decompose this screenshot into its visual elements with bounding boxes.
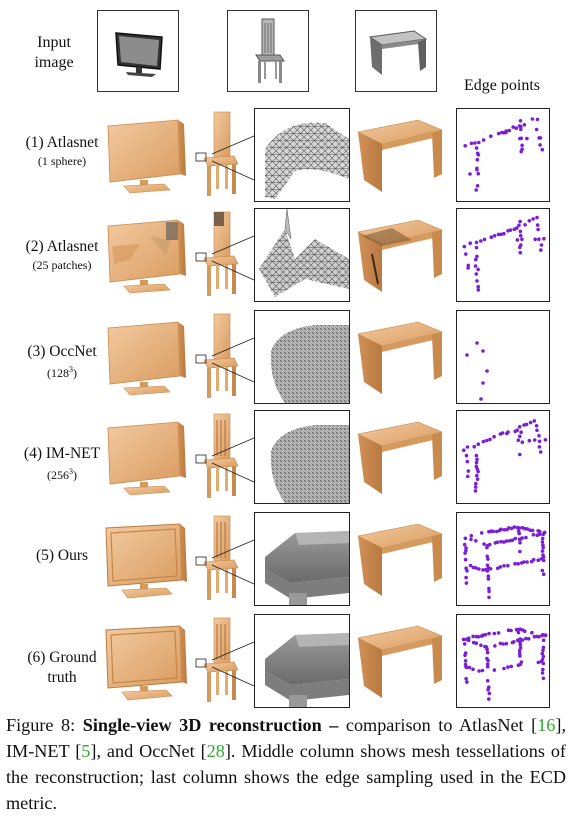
desk-render-row-1 [352, 114, 450, 198]
citation-occnet[interactable]: 28 [206, 741, 225, 761]
zoom-connector-row-4 [200, 410, 256, 502]
row-4-subtitle: (2563) [47, 467, 77, 482]
edge-points-row-2 [456, 208, 550, 302]
chair-render-row-2 [194, 208, 246, 300]
zoom-connector-row-5 [200, 512, 256, 604]
input-image-monitor [97, 10, 179, 92]
chair-render-row-3 [194, 310, 246, 402]
caption-text-4: ]. Middle column shows mesh tessellation… [6, 741, 566, 813]
input-label-line2: image [34, 54, 74, 71]
row-6-title-line2: truth [47, 669, 77, 686]
zoom-connector-row-1 [200, 108, 256, 200]
figure-caption: Figure 8: Single-view 3D reconstruction … [6, 712, 566, 816]
input-image-label: Input image [16, 33, 92, 73]
edge-points-row-3 [456, 310, 550, 404]
caption-figure-number: Figure 8: [6, 715, 83, 735]
mesh-zoom-row-6 [254, 614, 350, 708]
row-1-title: (1) Atlasnet [25, 134, 99, 151]
row-3-subtitle: (1283) [47, 365, 77, 380]
caption-text-2: ], IM-NET [ [6, 715, 566, 761]
input-label-line1: Input [37, 34, 71, 51]
caption-bold-title: Single-view 3D reconstruction – [82, 715, 339, 735]
row-label-ground-truth: (6) Ground truth [6, 648, 118, 688]
chair-render-row-4 [194, 410, 246, 502]
caption-text-1: comparison to AtlasNet [ [338, 715, 538, 735]
monitor-render-row-2 [100, 216, 190, 300]
zoom-connector-row-3 [200, 310, 256, 402]
mesh-zoom-row-4 [254, 410, 350, 504]
zoom-connector-row-6 [200, 614, 256, 706]
input-image-chair [227, 10, 309, 92]
row-6-title-line1: (6) Ground [27, 649, 97, 666]
edge-points-header: Edge points [464, 77, 540, 94]
input-image-desk [355, 10, 437, 92]
desk-render-row-3 [352, 316, 450, 400]
row-label-ours: (5) Ours [6, 546, 118, 566]
desk-render-row-2 [352, 214, 450, 298]
monitor-render-row-5 [100, 520, 190, 604]
monitor-render-row-3 [100, 318, 190, 402]
row-label-occnet: (3) OccNet (1283) [6, 342, 118, 381]
row-4-title: (4) IM-NET [23, 445, 101, 462]
monitor-render-row-4 [100, 418, 190, 502]
chair-render-row-5 [194, 512, 246, 604]
mesh-zoom-row-3 [254, 310, 350, 404]
caption-text-3: ], and OccNet [ [90, 741, 207, 761]
row-1-subtitle: (1 sphere) [37, 154, 87, 168]
row-label-imnet: (4) IM-NET (2563) [6, 444, 118, 483]
edge-points-row-1 [456, 108, 550, 202]
desk-render-row-4 [352, 416, 450, 500]
monitor-render-row-1 [100, 116, 190, 200]
row-2-subtitle: (25 patches) [32, 258, 92, 272]
row-3-title: (3) OccNet [27, 343, 97, 360]
edge-points-row-5 [456, 512, 550, 606]
citation-imnet[interactable]: 5 [81, 741, 91, 761]
row-5-title: (5) Ours [35, 547, 89, 564]
mesh-zoom-row-1 [254, 108, 350, 202]
desk-render-row-6 [352, 620, 450, 704]
citation-atlasnet[interactable]: 16 [537, 715, 556, 735]
zoom-connector-row-2 [200, 208, 256, 300]
edge-points-row-4 [456, 410, 550, 504]
mesh-zoom-row-5 [254, 512, 350, 606]
row-label-atlasnet-sphere: (1) Atlasnet (1 sphere) [6, 133, 118, 169]
chair-render-row-1 [194, 108, 246, 200]
chair-render-row-6 [194, 614, 246, 706]
monitor-render-row-6 [100, 622, 190, 706]
row-2-title: (2) Atlasnet [25, 238, 99, 255]
edge-points-row-6 [456, 614, 550, 708]
desk-render-row-5 [352, 518, 450, 602]
mesh-zoom-row-2 [254, 208, 350, 302]
row-label-atlasnet-patches: (2) Atlasnet (25 patches) [6, 237, 118, 273]
